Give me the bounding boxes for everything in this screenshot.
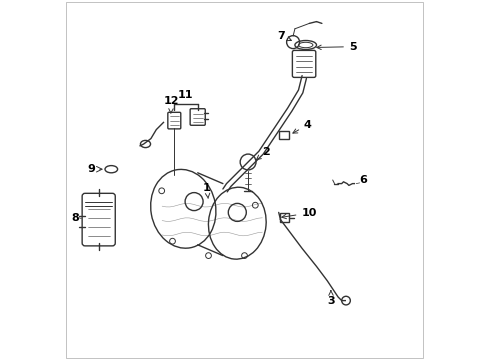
Text: 2: 2: [256, 147, 270, 159]
Text: 6: 6: [359, 175, 366, 185]
Bar: [279, 213, 288, 222]
Text: 7: 7: [276, 31, 291, 41]
Text: 8: 8: [71, 213, 79, 223]
Text: 4: 4: [292, 120, 311, 133]
Text: 12: 12: [163, 96, 179, 113]
Text: 5: 5: [316, 42, 356, 52]
Bar: [278, 131, 289, 139]
Text: 9: 9: [87, 164, 95, 174]
Text: 3: 3: [326, 291, 334, 306]
Text: 1: 1: [203, 183, 210, 198]
Text: 10: 10: [281, 208, 316, 219]
Text: 11: 11: [178, 90, 193, 100]
